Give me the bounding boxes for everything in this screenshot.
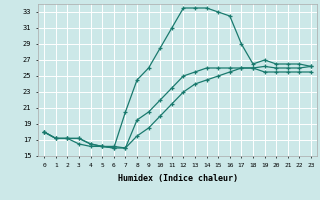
X-axis label: Humidex (Indice chaleur): Humidex (Indice chaleur) [118, 174, 238, 183]
